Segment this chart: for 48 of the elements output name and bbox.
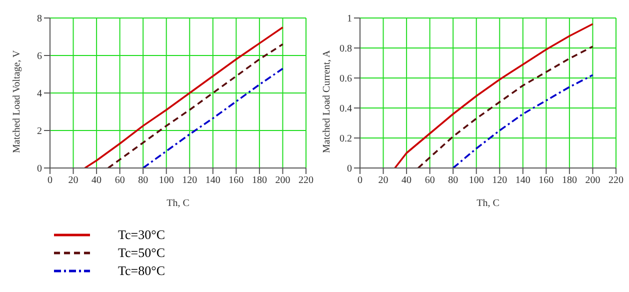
x-tick-label: 120 bbox=[492, 175, 508, 186]
x-tick-label: 160 bbox=[228, 175, 244, 186]
y-tick-label: 0.8 bbox=[340, 44, 352, 55]
x-tick-label: 200 bbox=[275, 175, 290, 186]
x-tick-label: 100 bbox=[158, 175, 174, 186]
x-tick-label: 0 bbox=[48, 175, 52, 186]
x-tick-label: 20 bbox=[68, 175, 78, 186]
x-axis-title: Th, C bbox=[476, 198, 500, 209]
y-tick-label: 8 bbox=[37, 14, 42, 25]
y-tick-label: 1 bbox=[347, 14, 352, 25]
x-tick-label: 180 bbox=[252, 175, 267, 186]
x-tick-label: 60 bbox=[424, 175, 435, 186]
y-tick-label: 4 bbox=[37, 88, 42, 100]
x-tick-label: 140 bbox=[205, 175, 220, 186]
y-tick-label: 0.6 bbox=[340, 74, 352, 85]
x-tick-label: 160 bbox=[538, 175, 554, 186]
x-tick-label: 80 bbox=[138, 175, 148, 186]
x-tick-label: 120 bbox=[182, 175, 198, 186]
x-tick-label: 220 bbox=[608, 175, 624, 186]
legend-label: Tc=30°C bbox=[118, 227, 166, 243]
line-series bbox=[84, 26, 284, 168]
line-series bbox=[452, 74, 594, 168]
y-tick-label: 6 bbox=[37, 51, 42, 62]
x-tick-label: 80 bbox=[448, 175, 458, 186]
x-axis-title: Th, C bbox=[166, 198, 190, 209]
x-tick-label: 60 bbox=[114, 175, 125, 186]
x-tick-label: 140 bbox=[515, 175, 530, 186]
y-tick-label: 2 bbox=[37, 126, 42, 138]
line-series bbox=[107, 43, 284, 168]
x-tick-label: 200 bbox=[585, 175, 600, 186]
y-axis-title: Matched Load Voltage, V bbox=[12, 49, 23, 153]
x-tick-label: 20 bbox=[378, 175, 388, 186]
line-series bbox=[394, 23, 594, 168]
y-tick-label: 0 bbox=[347, 164, 352, 175]
legend-label: Tc=80°C bbox=[118, 263, 166, 279]
x-tick-label: 40 bbox=[402, 175, 412, 186]
x-tick-label: 220 bbox=[298, 175, 314, 186]
x-tick-label: 0 bbox=[358, 175, 362, 186]
y-axis-title: Matched Load Current, A bbox=[322, 49, 333, 153]
y-tick-label: 0.4 bbox=[340, 104, 352, 115]
x-tick-label: 40 bbox=[92, 175, 102, 186]
x-tick-label: 180 bbox=[562, 175, 577, 186]
x-tick-label: 100 bbox=[468, 175, 484, 186]
line-series bbox=[142, 68, 284, 168]
y-tick-label: 0 bbox=[37, 164, 42, 175]
y-tick-label: 0.2 bbox=[340, 134, 352, 145]
line-series bbox=[417, 46, 594, 168]
legend-label: Tc=50°C bbox=[118, 245, 166, 261]
